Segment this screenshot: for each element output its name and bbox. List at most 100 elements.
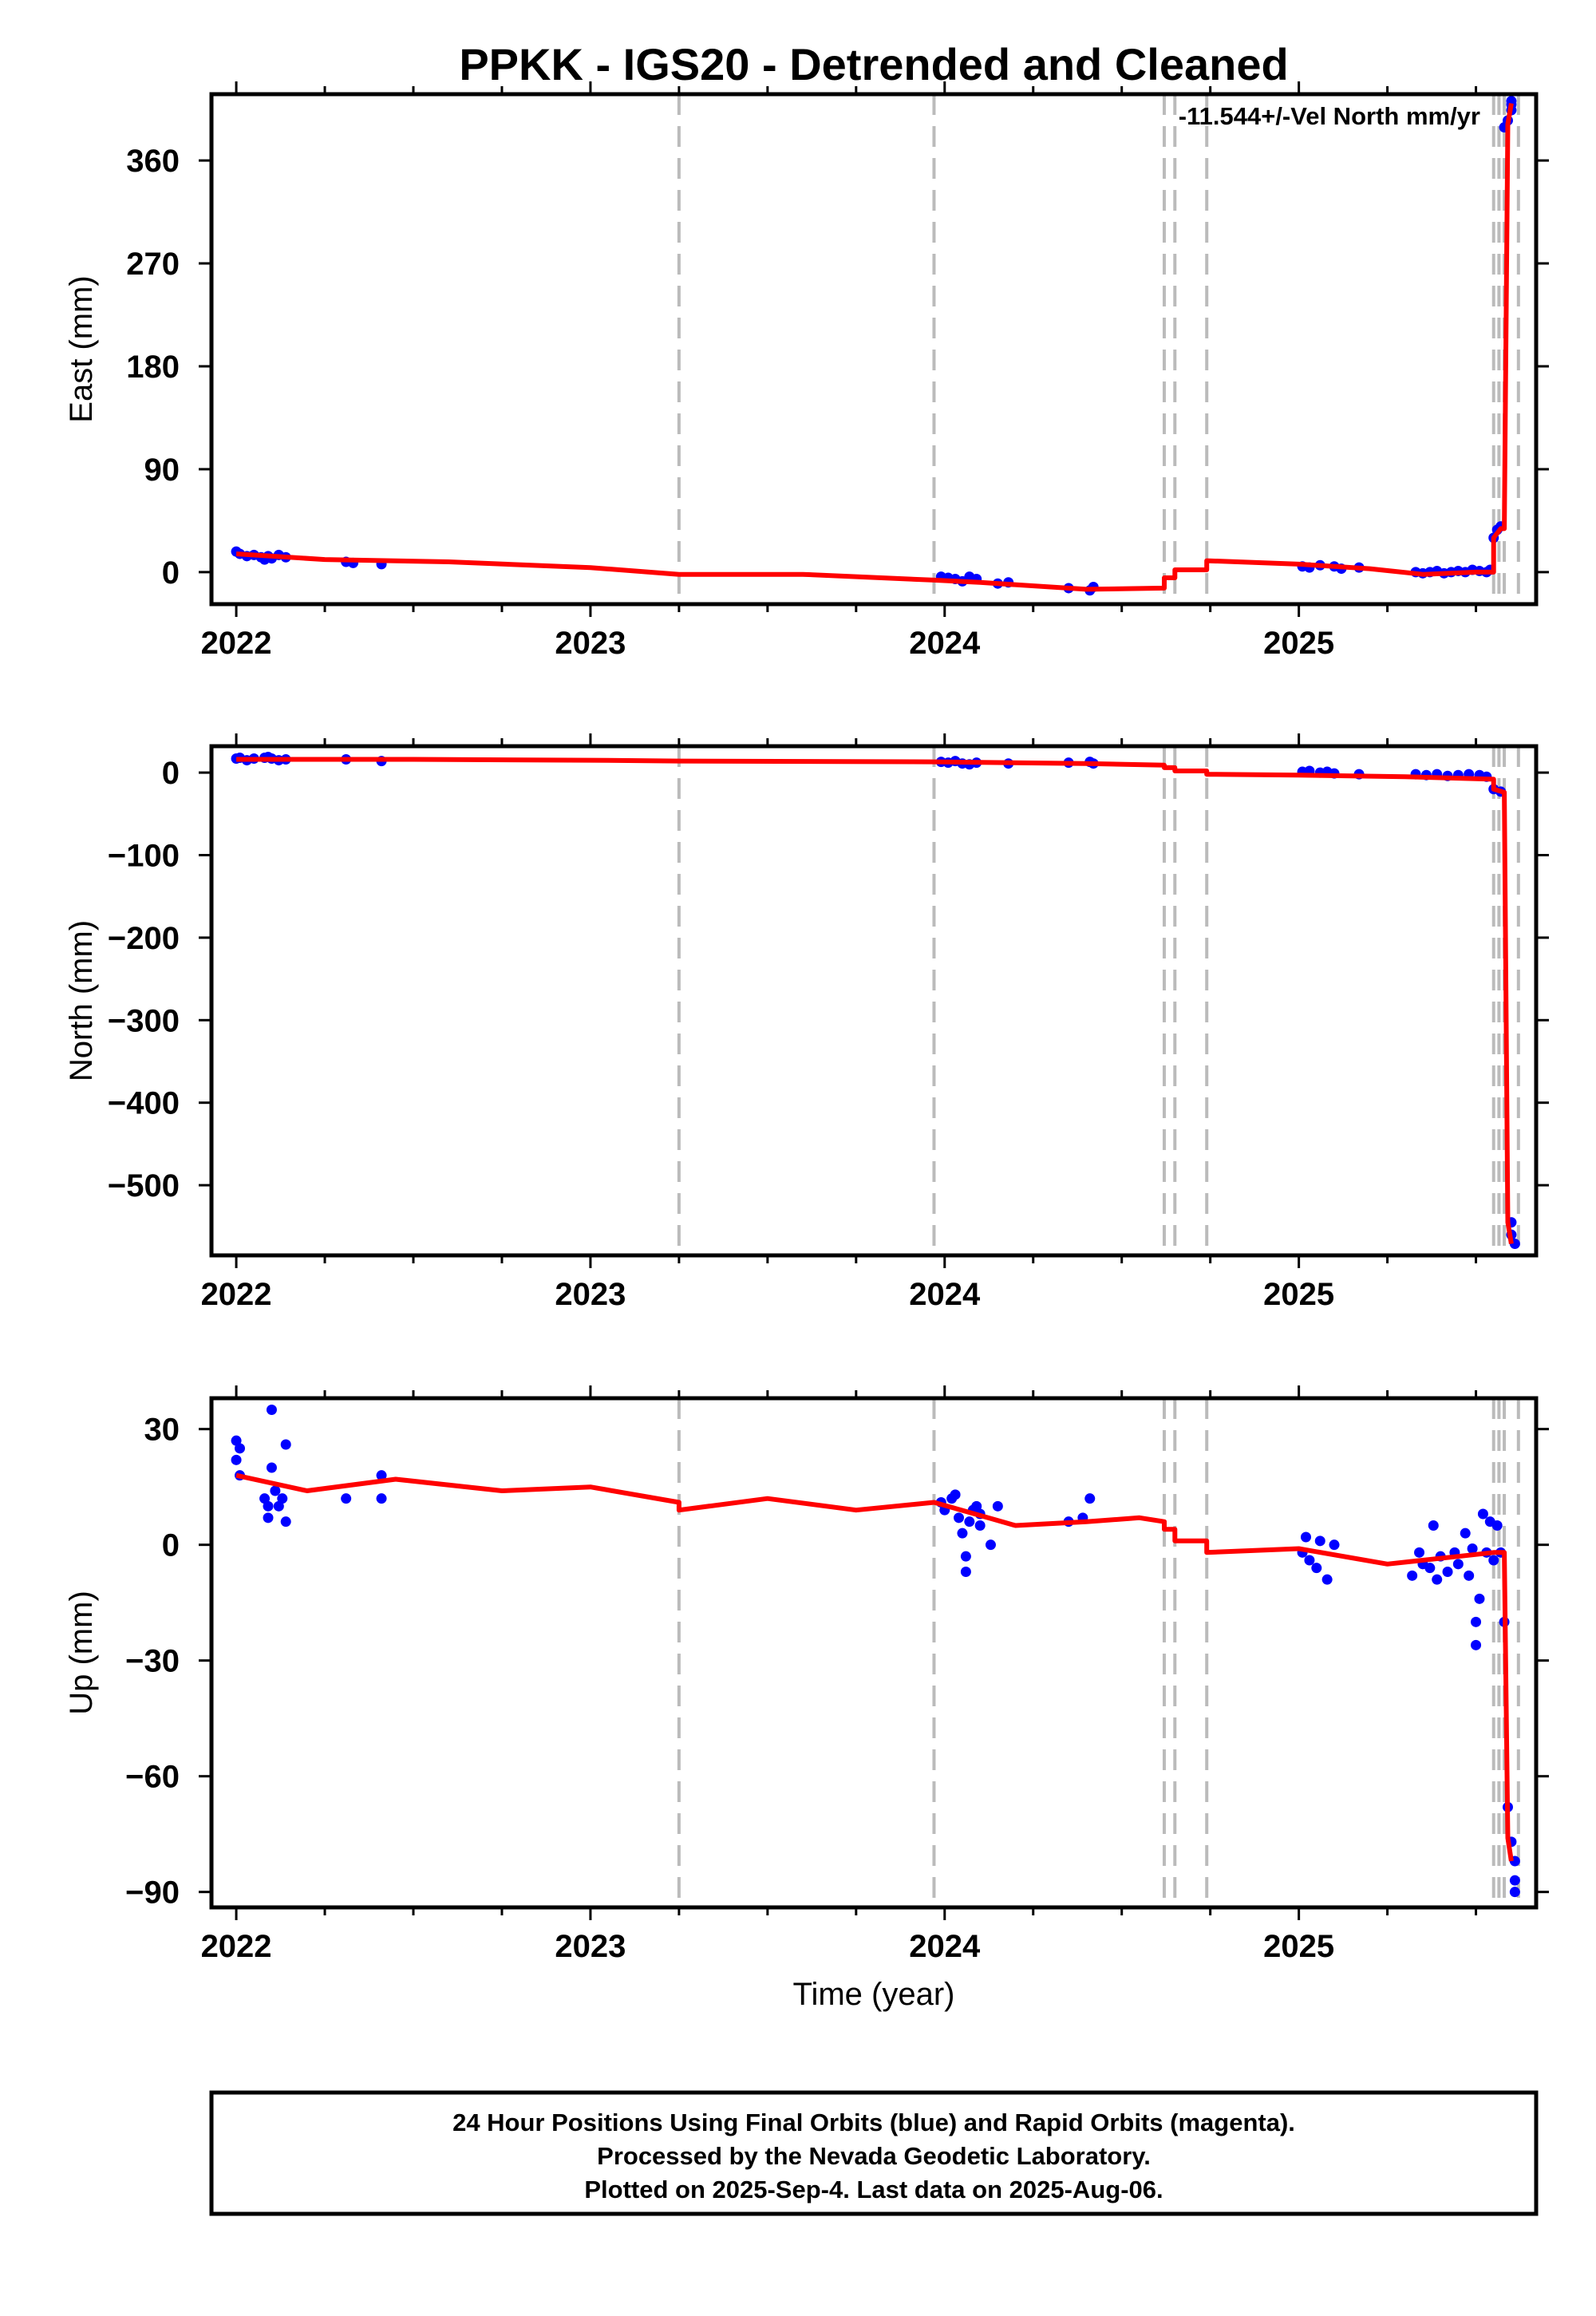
data-point xyxy=(231,1435,242,1446)
x-tick-label: 2023 xyxy=(555,1277,626,1312)
y-tick-label: 90 xyxy=(144,453,180,488)
data-point xyxy=(235,1443,246,1454)
data-point xyxy=(1304,1555,1315,1566)
footer-box: 24 Hour Positions Using Final Orbits (bl… xyxy=(209,2090,1539,2216)
plot-frame xyxy=(209,92,1539,607)
x-tick-label: 2023 xyxy=(555,1929,626,1964)
data-point xyxy=(1329,1539,1340,1551)
data-point xyxy=(263,1500,274,1512)
x-tick-label: 2024 xyxy=(909,1929,981,1964)
data-point xyxy=(1300,1531,1311,1543)
data-point xyxy=(957,1528,968,1539)
data-point xyxy=(1442,1567,1453,1577)
model-series-line xyxy=(236,757,1514,1244)
y-tick-label: 180 xyxy=(126,350,180,385)
data-point xyxy=(1467,1543,1478,1554)
x-tick-label: 2022 xyxy=(201,1929,272,1964)
y-axis-label: East (mm) xyxy=(64,275,99,422)
up-panel: 2022 2023 2024 2025 30 0 −30 −60 −90 Up (mm) Time … xyxy=(64,1385,1549,2012)
x-tick-label: 2024 xyxy=(909,1277,981,1312)
data-point xyxy=(1491,1520,1503,1531)
data-point xyxy=(1509,1887,1520,1898)
plot-frame xyxy=(209,1396,1539,1910)
y-axis-label: Up (mm) xyxy=(64,1591,99,1715)
data-point xyxy=(960,1551,971,1562)
x-tick-label: 2023 xyxy=(555,626,626,661)
data-point xyxy=(1464,1570,1475,1581)
data-point xyxy=(266,1462,277,1473)
data-point xyxy=(277,1493,288,1504)
velocity-annotation: -11.544+/-Vel North mm/yr xyxy=(1179,102,1480,130)
data-point xyxy=(950,1489,961,1500)
footer-line-1: 24 Hour Positions Using Final Orbits (bl… xyxy=(452,2109,1295,2136)
y-tick-label: 0 xyxy=(162,555,180,591)
y-tick-label: −500 xyxy=(108,1168,180,1203)
footer-line-2: Processed by the Nevada Geodetic Laborat… xyxy=(597,2142,1151,2170)
model-series-line xyxy=(235,102,1514,592)
data-point xyxy=(1311,1563,1322,1574)
data-point xyxy=(1471,1639,1482,1650)
data-point xyxy=(1424,1563,1436,1574)
data-point xyxy=(1414,1547,1425,1558)
data-point xyxy=(1321,1574,1333,1585)
data-point xyxy=(960,1567,971,1577)
data-point xyxy=(341,1493,352,1504)
x-tick-label: 2025 xyxy=(1263,1277,1334,1312)
y-tick-label: −60 xyxy=(125,1760,180,1795)
data-point xyxy=(1432,1574,1443,1585)
data-point xyxy=(1506,96,1517,107)
data-point xyxy=(974,1520,986,1531)
x-axis-label: Time (year) xyxy=(793,1977,955,2012)
y-tick-label: 270 xyxy=(126,247,180,282)
y-tick-label: −300 xyxy=(108,1003,180,1038)
data-point xyxy=(992,1500,1003,1512)
footer-line-3: Plotted on 2025-Sep-4. Last data on 2025… xyxy=(584,2176,1163,2203)
y-tick-label: −90 xyxy=(125,1875,180,1911)
data-point xyxy=(280,1516,291,1528)
y-tick-label: −100 xyxy=(108,838,180,873)
data-point xyxy=(280,1439,291,1450)
y-tick-label: −400 xyxy=(108,1086,180,1121)
model-series-line xyxy=(235,1472,1514,1862)
x-tick-label: 2024 xyxy=(909,626,981,661)
y-tick-label: 30 xyxy=(144,1413,180,1448)
chart-title: PPKK - IGS20 - Detrended and Cleaned xyxy=(459,39,1288,89)
y-axis-label: North (mm) xyxy=(64,920,99,1081)
data-point xyxy=(266,1405,277,1415)
data-point xyxy=(971,1500,982,1512)
y-tick-label: 0 xyxy=(162,756,180,791)
data-point xyxy=(1460,1528,1471,1539)
x-tick-label: 2022 xyxy=(201,626,272,661)
x-tick-label: 2022 xyxy=(201,1277,272,1312)
data-point xyxy=(259,1493,271,1504)
data-point xyxy=(1477,1508,1488,1520)
data-point xyxy=(1488,1555,1499,1566)
data-point xyxy=(1084,1493,1096,1504)
y-tick-label: 0 xyxy=(162,1528,180,1563)
x-tick-label: 2025 xyxy=(1263,626,1334,661)
x-tick-label: 2025 xyxy=(1263,1929,1334,1964)
data-point xyxy=(1474,1593,1485,1604)
data-point xyxy=(954,1512,965,1524)
data-point xyxy=(1452,1559,1464,1570)
data-point xyxy=(1471,1616,1482,1627)
data-point xyxy=(1509,1875,1520,1886)
data-point xyxy=(1407,1570,1418,1581)
data-point xyxy=(273,1500,284,1512)
data-point xyxy=(1428,1520,1439,1531)
data-point xyxy=(270,1485,281,1496)
data-point xyxy=(231,1454,242,1465)
data-point xyxy=(263,1512,274,1524)
data-point xyxy=(964,1516,975,1528)
east-panel: 2022 2023 2024 2025 0 90 180 270 360 East (mm) -11… xyxy=(64,81,1549,661)
y-tick-label: −200 xyxy=(108,921,180,956)
data-point xyxy=(1314,1535,1325,1547)
y-tick-label: −30 xyxy=(125,1644,180,1679)
footer-frame xyxy=(209,2090,1539,2216)
data-point xyxy=(376,1493,387,1504)
north-panel: 2022 2023 2024 2025 0 −100 −200 −300 −400 −500 Nor… xyxy=(64,733,1549,1312)
data-point xyxy=(985,1539,996,1551)
y-tick-label: 360 xyxy=(126,144,180,179)
data-point xyxy=(376,1470,387,1481)
